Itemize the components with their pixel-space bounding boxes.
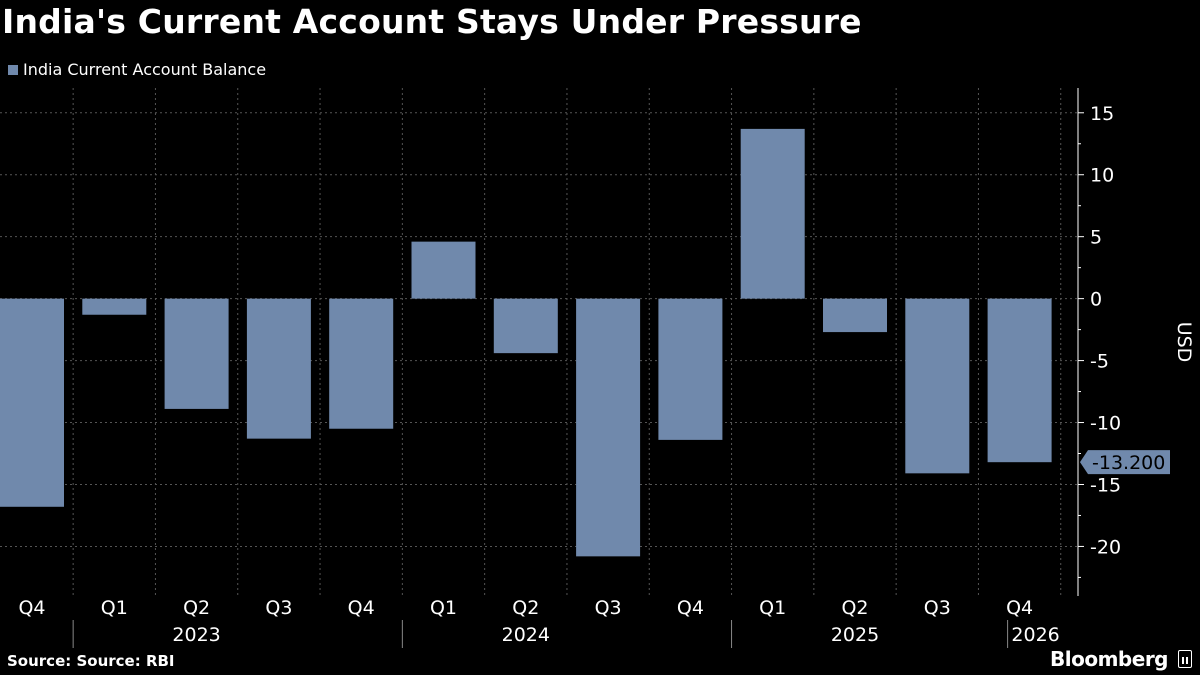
legend: India Current Account Balance (8, 60, 266, 79)
y-tick-label: -20 (1090, 536, 1121, 558)
y-tick-label: 0 (1090, 289, 1102, 311)
x-year-label: 2024 (502, 624, 550, 646)
x-tick-label: Q2 (512, 597, 539, 619)
legend-label: India Current Account Balance (23, 60, 267, 79)
bar (576, 298, 641, 557)
last-value-callout (1080, 450, 1170, 475)
x-tick-label: Q2 (841, 597, 868, 619)
bar (987, 298, 1052, 463)
x-tick-label: Q4 (1006, 597, 1033, 619)
y-tick-label: 5 (1090, 227, 1102, 249)
x-year-label: 2025 (831, 624, 879, 646)
bar (493, 298, 558, 354)
x-tick-label: Q4 (18, 597, 45, 619)
bar (411, 241, 476, 299)
y-tick-label: 15 (1090, 103, 1114, 125)
legend-swatch (8, 64, 18, 75)
bar (329, 298, 394, 429)
x-tick-label: Q3 (595, 597, 622, 619)
x-year-label: 2026 (1011, 624, 1059, 646)
x-tick-label: Q1 (759, 597, 786, 619)
y-tick-label: -5 (1090, 351, 1109, 373)
x-tick-label: Q4 (348, 597, 375, 619)
bloomberg-logo: Bloomberg (1050, 647, 1168, 671)
bar (164, 298, 229, 409)
bar (0, 298, 64, 507)
source-note: Source: Source: RBI (7, 652, 175, 670)
x-tick-label: Q4 (677, 597, 704, 619)
x-tick-label: Q1 (430, 597, 457, 619)
y-tick-label: -15 (1090, 474, 1121, 496)
bar (658, 298, 723, 440)
x-tick-label: Q3 (265, 597, 292, 619)
bar (740, 128, 805, 299)
bar (246, 298, 311, 439)
chart-title: India's Current Account Stays Under Pres… (2, 2, 862, 41)
y-tick-label: -10 (1090, 413, 1121, 435)
x-tick-label: Q1 (101, 597, 128, 619)
x-tick-label: Q2 (183, 597, 210, 619)
bar (823, 298, 887, 333)
y-tick-label: 10 (1090, 165, 1114, 187)
last-value-label: -13.200 (1092, 452, 1165, 474)
bloomberg-logo-icon (1178, 650, 1192, 668)
x-tick-label: Q3 (924, 597, 951, 619)
bar (82, 298, 147, 315)
bar (905, 298, 970, 474)
y-axis-label: USD (1173, 322, 1195, 363)
x-year-label: 2023 (172, 624, 220, 646)
